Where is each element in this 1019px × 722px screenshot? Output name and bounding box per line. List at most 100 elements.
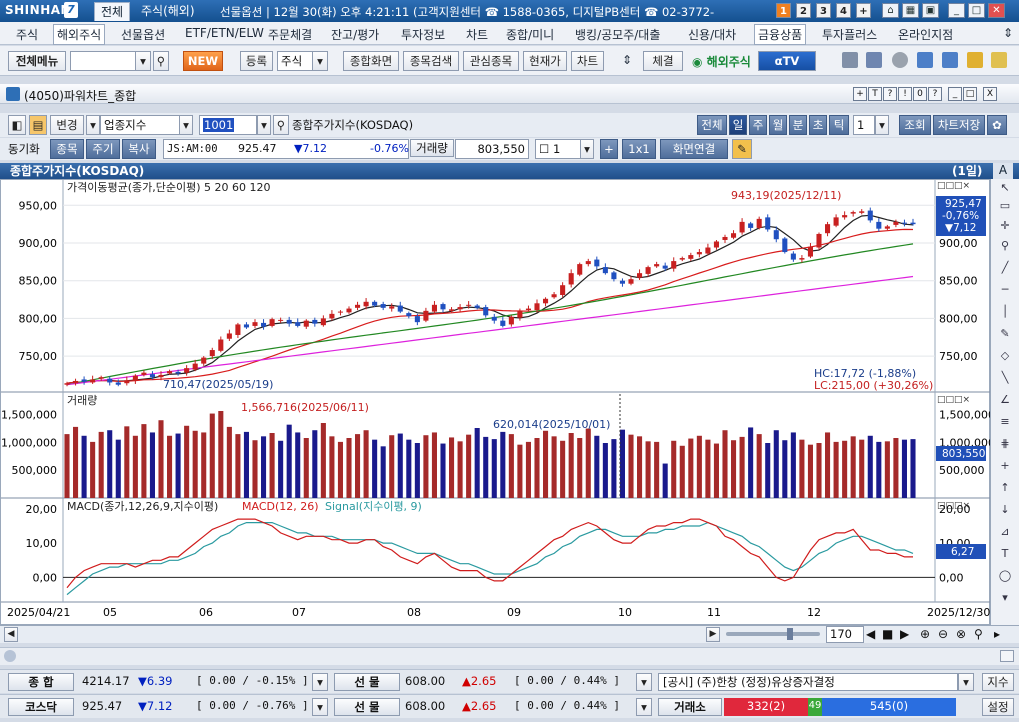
screen-4-button[interactable]: 4 — [836, 3, 851, 18]
period-second-button[interactable]: 초 — [809, 115, 827, 135]
layout-toggle-icon[interactable]: ◧ — [8, 115, 26, 135]
window-zero-button[interactable]: 0 — [913, 87, 927, 101]
menu-order[interactable]: 주문체결 — [268, 28, 313, 42]
menu-banking[interactable]: 뱅킹/공모주/대출 — [575, 28, 661, 42]
power-chart[interactable]: 950,00950,00900,00900,00850,00850,00800,… — [1, 180, 995, 626]
lock-icon[interactable]: ▣ — [922, 3, 939, 18]
more-tools-icon[interactable]: ▾ — [1002, 591, 1008, 604]
calculator-icon[interactable] — [866, 52, 882, 68]
zoom-in-icon[interactable]: ⊕ — [920, 627, 931, 641]
chart-area[interactable]: 950,00950,00900,00900,00850,00850,00800,… — [0, 179, 995, 626]
index-type-select[interactable]: 업종지수 — [100, 115, 180, 135]
scroll-left-icon[interactable]: ◀ — [4, 627, 18, 642]
period-count-input[interactable]: 1 — [853, 115, 875, 135]
screen-3-button[interactable]: 3 — [816, 3, 831, 18]
menu-mini[interactable]: 종합/미니 — [506, 28, 555, 42]
watchlist-button[interactable]: 관심종목 — [463, 51, 519, 71]
settings-button[interactable]: 설정 — [982, 698, 1014, 716]
window-minimize-button[interactable]: _ — [948, 87, 962, 101]
scroll-right-icon[interactable]: ▶ — [706, 627, 720, 642]
chevron-down-icon[interactable]: ▾ — [86, 115, 100, 135]
window-close-button[interactable]: X — [983, 87, 997, 101]
minimize-button[interactable]: _ — [948, 3, 965, 18]
trend-line-icon[interactable]: ╱ — [1001, 261, 1009, 274]
restore-icon[interactable] — [1000, 650, 1014, 662]
shape-icon[interactable]: ◯ — [998, 569, 1012, 582]
menu-plus[interactable]: 투자플러스 — [822, 28, 878, 42]
chart-button[interactable]: 차트 — [571, 51, 604, 71]
layout-icon[interactable] — [942, 52, 958, 68]
pencil-icon[interactable]: ✎ — [732, 139, 752, 159]
horizontal-line-icon[interactable]: ─ — [1001, 283, 1009, 296]
zoom-reset-icon[interactable]: ⊗ — [956, 627, 967, 641]
period-month-button[interactable]: 월 — [769, 115, 787, 135]
save-chart-button[interactable]: 차트저장 — [933, 115, 985, 135]
current-price-button[interactable]: 현재가 — [523, 51, 567, 71]
folder-icon[interactable] — [991, 52, 1007, 68]
chevron-down-icon[interactable]: ▾ — [875, 115, 889, 135]
chart-text-icon[interactable]: A — [993, 163, 1013, 179]
window-alert-button[interactable]: ! — [898, 87, 912, 101]
macd-panel-controls[interactable]: □□□× — [937, 501, 970, 511]
play-back-icon[interactable]: ◀ — [866, 627, 876, 641]
pencil-icon[interactable]: ✎ — [1000, 327, 1010, 340]
new-button[interactable]: NEW — [183, 51, 223, 71]
magnifier-icon[interactable]: ⚲ — [974, 627, 983, 641]
home-icon[interactable]: ⌂ — [882, 3, 899, 18]
chevron-down-icon[interactable]: ▾ — [636, 698, 652, 716]
chevron-down-icon[interactable]: ▾ — [135, 51, 151, 71]
price-panel-controls[interactable]: □□□× — [937, 181, 970, 191]
combo-screen-button[interactable]: 종합화면 — [343, 51, 399, 71]
screen-2-button[interactable]: 2 — [796, 3, 811, 18]
menu-online[interactable]: 온라인지점 — [898, 28, 954, 42]
screen-1-button[interactable]: 1 — [776, 3, 791, 18]
stop-icon[interactable]: ■ — [882, 627, 894, 641]
zoom-slider-handle[interactable] — [787, 628, 793, 640]
menu-search-input[interactable] — [70, 51, 136, 71]
notice-text[interactable]: [공시] (주)한창 (정정)유상증자결정 — [658, 673, 958, 691]
menu-more-icon[interactable]: ⇕ — [1003, 26, 1014, 40]
fill-button[interactable]: 체결 — [643, 51, 683, 71]
stock-search-button[interactable]: 종목검색 — [403, 51, 459, 71]
stock-type-select[interactable]: 주식 — [277, 51, 313, 71]
window-add-button[interactable]: + — [853, 87, 867, 101]
window-icon[interactable] — [917, 52, 933, 68]
register-button[interactable]: 등록 — [240, 51, 273, 71]
arrow-down-icon[interactable]: ↓ — [1000, 503, 1010, 516]
sync-period-tab[interactable]: 주기 — [86, 139, 120, 159]
visible-count-input[interactable]: 170 — [826, 626, 864, 643]
window-info-button[interactable]: ? — [928, 87, 942, 101]
overseas-stock-link[interactable]: ◉ 해외주식 — [692, 53, 751, 70]
window-maximize-button[interactable]: □ — [963, 87, 977, 101]
period-all-button[interactable]: 전체 — [697, 115, 727, 135]
chevron-down-icon[interactable]: ▾ — [312, 698, 328, 716]
crosshair-icon[interactable]: ✛ — [1000, 219, 1010, 232]
all-menu-button[interactable]: 전체메뉴 — [8, 51, 66, 71]
volume-panel-controls[interactable]: □□□× — [937, 395, 970, 405]
search-icon[interactable]: ⚲ — [1000, 239, 1010, 252]
index-button[interactable]: 지수 — [982, 673, 1014, 691]
close-button[interactable]: ✕ — [988, 3, 1005, 18]
grid-icon[interactable]: ▦ — [902, 3, 919, 18]
search-icon[interactable]: ⚲ — [273, 115, 289, 135]
lock-icon[interactable] — [967, 52, 983, 68]
eraser-icon[interactable]: ◇ — [1000, 349, 1010, 362]
period-day-button[interactable]: 일 — [729, 115, 747, 135]
chevron-down-icon[interactable]: ▾ — [636, 673, 652, 691]
sync-copy-tab[interactable]: 복사 — [122, 139, 156, 159]
text-tool-icon[interactable]: T — [1001, 547, 1009, 560]
window-help-button[interactable]: ? — [883, 87, 897, 101]
chevron-down-icon[interactable]: ▾ — [312, 673, 328, 691]
menu-balance[interactable]: 잔고/평가 — [331, 28, 380, 42]
code-input[interactable]: 1001 — [199, 115, 257, 135]
chevron-down-icon[interactable]: ▾ — [257, 115, 271, 135]
gann-icon[interactable]: ⊿ — [1000, 525, 1010, 538]
splitter[interactable] — [0, 647, 1019, 665]
add-split-button[interactable]: + — [600, 139, 618, 159]
tab-overseas-stock[interactable]: 주식(해외) — [141, 4, 195, 18]
period-minute-button[interactable]: 분 — [789, 115, 807, 135]
alpha-tv-button[interactable]: αTV — [758, 51, 816, 71]
tab-all[interactable]: 전체 — [94, 2, 131, 21]
menu-chart[interactable]: 차트 — [466, 28, 489, 42]
window-icon[interactable]: ▭ — [999, 199, 1011, 212]
